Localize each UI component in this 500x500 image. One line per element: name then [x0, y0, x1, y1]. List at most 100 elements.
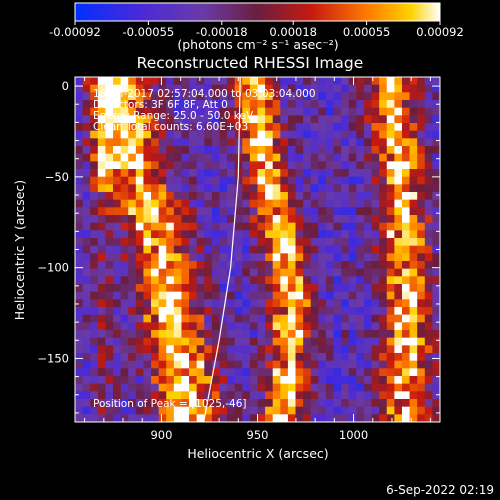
heatmap-cell [166, 406, 175, 415]
heatmap-cell [234, 353, 243, 362]
heatmap-cell [386, 123, 395, 132]
heatmap-cell [211, 414, 220, 423]
heatmap-cell [242, 291, 251, 300]
heatmap-cell [280, 123, 289, 132]
heatmap-cell [90, 245, 99, 254]
heatmap-cell [424, 399, 433, 408]
heatmap-cell [341, 330, 350, 339]
heatmap-cell [227, 84, 236, 93]
heatmap-cell [173, 268, 182, 277]
heatmap-cell [249, 299, 258, 308]
heatmap-cell [173, 207, 182, 216]
heatmap-cell [113, 123, 122, 132]
heatmap-cell [272, 268, 281, 277]
heatmap-cell [424, 207, 433, 216]
heatmap-cell [158, 268, 167, 277]
heatmap-cell [128, 414, 137, 423]
heatmap-cell [196, 299, 205, 308]
heatmap-cell [280, 307, 289, 316]
heatmap-cell [90, 399, 99, 408]
heatmap-cell [265, 161, 274, 170]
heatmap-cell [280, 100, 289, 109]
heatmap-cell [143, 207, 152, 216]
heatmap-cell [363, 238, 372, 247]
heatmap-cell [272, 253, 281, 262]
heatmap-cell [143, 153, 152, 162]
heatmap-cell [227, 161, 236, 170]
heatmap-cell [318, 123, 327, 132]
heatmap-cell [287, 100, 296, 109]
heatmap-cell [128, 107, 137, 116]
heatmap-cell [303, 383, 312, 392]
heatmap-cell [75, 360, 83, 369]
heatmap-cell [257, 92, 266, 101]
heatmap-cell [234, 391, 243, 400]
heatmap-cell [409, 123, 418, 132]
heatmap-cell [424, 192, 433, 201]
heatmap-cell [341, 414, 350, 423]
heatmap-cell [333, 230, 342, 239]
heatmap-cell [75, 192, 83, 201]
heatmap-cell [158, 161, 167, 170]
heatmap-cell [363, 115, 372, 124]
heatmap-cell [303, 307, 312, 316]
heatmap-cell [166, 192, 175, 201]
heatmap-cell [204, 176, 213, 185]
heatmap-cell [151, 161, 160, 170]
heatmap-cell [181, 230, 190, 239]
heatmap-cell [196, 230, 205, 239]
heatmap-cell [181, 130, 190, 139]
heatmap-cell [158, 399, 167, 408]
heatmap-cell [310, 284, 319, 293]
heatmap-cell [265, 360, 274, 369]
heatmap-cell [173, 406, 182, 415]
heatmap-cell [82, 153, 91, 162]
heatmap-cell [371, 353, 380, 362]
heatmap-cell [105, 146, 114, 155]
heatmap-cell [272, 215, 281, 224]
heatmap-cell [128, 153, 137, 162]
heatmap-cell [386, 284, 395, 293]
heatmap-cell [105, 322, 114, 331]
heatmap-cell [348, 215, 357, 224]
heatmap-cell [249, 207, 258, 216]
heatmap-cell [242, 245, 251, 254]
heatmap-cell [318, 199, 327, 208]
heatmap-cell [158, 391, 167, 400]
heatmap-cell [386, 360, 395, 369]
heatmap-cell [249, 222, 258, 231]
heatmap-cell [75, 337, 83, 346]
heatmap-cell [128, 138, 137, 147]
heatmap-cell [310, 391, 319, 400]
heatmap-cell [75, 276, 83, 285]
heatmap-cell [219, 184, 228, 193]
heatmap-cell [166, 123, 175, 132]
heatmap-cell [303, 230, 312, 239]
heatmap-cell [310, 261, 319, 270]
heatmap-cell [227, 100, 236, 109]
heatmap-cell [242, 406, 251, 415]
heatmap-cell [417, 368, 426, 377]
heatmap-cell [295, 368, 304, 377]
heatmap-cell [356, 345, 365, 354]
heatmap-cell [105, 161, 114, 170]
heatmap-cell [363, 330, 372, 339]
heatmap-cell [211, 238, 220, 247]
heatmap-cell [280, 330, 289, 339]
heatmap-cell [158, 107, 167, 116]
heatmap-cell [105, 345, 114, 354]
heatmap-cell [151, 238, 160, 247]
heatmap-cell [348, 130, 357, 139]
heatmap-cell [394, 115, 403, 124]
heatmap-cell [386, 314, 395, 323]
heatmap-cell [325, 92, 334, 101]
heatmap-cell [249, 176, 258, 185]
heatmap-cell [97, 330, 106, 339]
heatmap-cell [181, 414, 190, 423]
heatmap-cell [143, 414, 152, 423]
heatmap-cell [158, 330, 167, 339]
heatmap-cell [348, 314, 357, 323]
heatmap-cell [265, 153, 274, 162]
x-tick-label: 1000 [339, 428, 368, 442]
heatmap-cell [280, 383, 289, 392]
